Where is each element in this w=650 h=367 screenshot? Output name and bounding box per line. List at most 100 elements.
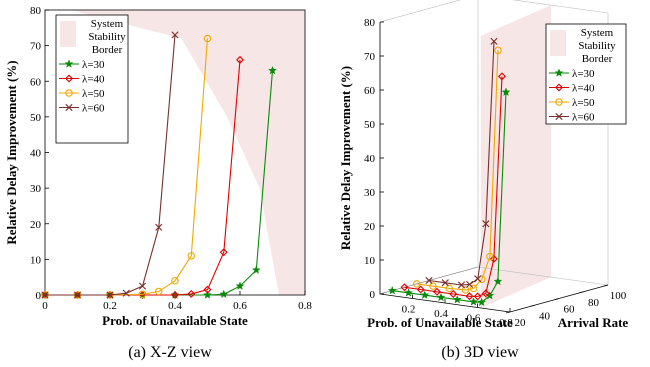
legend-marker (555, 98, 563, 106)
data-point (498, 72, 506, 81)
z-tick-label: 20 (364, 221, 376, 233)
data-point (187, 289, 196, 298)
data-point (171, 276, 179, 285)
data-point (236, 55, 244, 64)
series-line (404, 76, 503, 297)
data-point (482, 220, 490, 228)
z-tick-label: 60 (364, 85, 376, 97)
data-point (404, 288, 413, 297)
y-tick-label: 50 (30, 112, 42, 124)
series-λ=50 (412, 46, 502, 294)
x-tick-label: 0 (42, 300, 48, 312)
series-λ=60 (425, 37, 498, 289)
y-tick-label: 30 (30, 183, 42, 195)
depth-tick-mark (505, 311, 511, 314)
depth-tick-label: 80 (588, 297, 600, 309)
legend-entry-label: λ=60 (82, 103, 105, 115)
x-tick-label: 0.6 (467, 313, 481, 325)
depth-axis-label: Arrival Rate (558, 315, 629, 330)
data-point (138, 282, 147, 290)
series-line (392, 92, 507, 303)
depth-tick-label: 60 (564, 304, 576, 316)
data-point (473, 292, 482, 301)
depth-tick-label: 20 (515, 317, 527, 329)
data-point (452, 294, 462, 304)
data-point (474, 275, 482, 283)
z-tick-label: 50 (364, 119, 376, 131)
data-point (138, 290, 147, 299)
data-point (203, 290, 212, 299)
legend-region-label: Stability (578, 40, 616, 52)
data-point (420, 290, 430, 299)
data-point (268, 65, 277, 75)
data-point (219, 248, 228, 257)
grid-line (477, 266, 609, 286)
data-point (235, 281, 245, 290)
legend-marker (555, 83, 563, 92)
legend-region-label: System (91, 18, 124, 30)
depth-tick-mark (530, 304, 535, 307)
data-point (425, 276, 433, 285)
depth-tick-mark (603, 284, 609, 287)
depth-tick-label: 40 (539, 310, 551, 322)
z-tick-label: 0 (370, 289, 376, 301)
data-point (187, 252, 196, 260)
y-tick-label: 70 (30, 41, 42, 53)
data-point (416, 285, 425, 294)
y-tick-label: 80 (30, 5, 42, 17)
data-point (122, 289, 130, 297)
z-tick-label: 40 (364, 153, 376, 165)
z-tick-label: 10 (364, 255, 376, 267)
data-point (436, 292, 446, 302)
data-point (481, 289, 490, 298)
data-point (449, 290, 458, 298)
data-point (41, 291, 49, 299)
data-point (203, 34, 212, 43)
z-tick-label: 70 (364, 51, 376, 63)
x-tick-label: 0.4 (434, 308, 448, 320)
legend-swatch-region (60, 21, 76, 47)
series-λ=40 (400, 72, 506, 301)
depth-tick-label: 100 (610, 290, 627, 302)
z-axis-label: Relative Delay Improvement (%) (338, 66, 353, 250)
data-point (445, 284, 453, 293)
data-point (171, 31, 179, 39)
data-point (485, 290, 495, 300)
data-point (501, 87, 511, 96)
data-point (429, 282, 437, 290)
legend-entry-label: λ=40 (572, 83, 595, 95)
data-point (155, 287, 163, 296)
legend-region-label: Border (582, 53, 613, 65)
data-point (219, 289, 229, 299)
legend-region-label: System (581, 27, 614, 39)
legend-marker (555, 112, 563, 121)
legend-entry-label: λ=30 (82, 59, 105, 71)
x-tick-label: 0.2 (103, 300, 117, 312)
x-tick-label: 0.6 (233, 300, 247, 312)
legend-entry-label: λ=60 (572, 112, 595, 124)
data-point (203, 285, 212, 294)
data-point (493, 276, 503, 286)
series-group (387, 37, 511, 307)
stability-region (71, 10, 305, 295)
data-point (486, 252, 494, 261)
y-tick-label: 40 (30, 148, 42, 160)
chart-xz-view: 0 10 20 30 40 50 60 70 80 0 0.2 0.4 0.6 0.8 Prob. of… (4, 5, 312, 361)
caption: (b) 3D view (441, 344, 519, 361)
legend-entry-label: λ=50 (572, 97, 595, 109)
data-point (465, 292, 474, 301)
legend-marker (554, 68, 564, 77)
data-point (441, 279, 449, 287)
data-point (477, 297, 487, 307)
data-point (457, 281, 466, 289)
stability-region (480, 5, 552, 308)
x-axis-label: Prob. of Unavailable State (367, 315, 513, 330)
z-tick-label: 80 (364, 17, 376, 29)
legend-marker (64, 59, 74, 68)
data-point (106, 291, 114, 299)
data-point (251, 265, 261, 274)
